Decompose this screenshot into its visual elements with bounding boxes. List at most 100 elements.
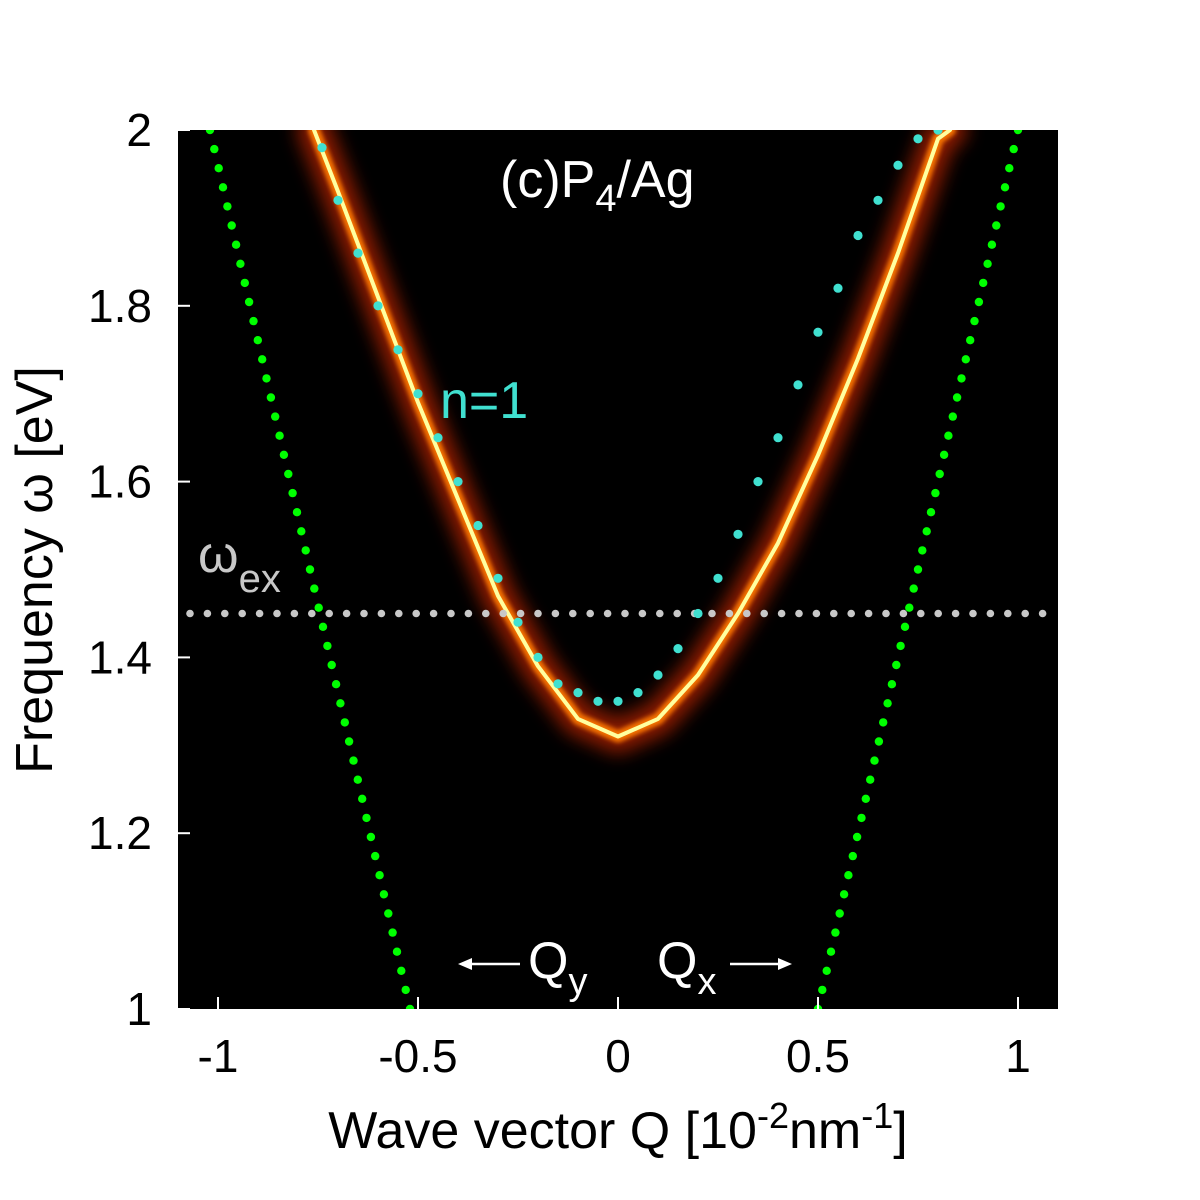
light-line-point xyxy=(844,871,853,880)
n1-point xyxy=(753,477,763,487)
light-line-point xyxy=(983,259,992,268)
exciton-line-point xyxy=(325,609,334,618)
n1-point xyxy=(553,679,563,689)
light-line-point xyxy=(905,603,914,612)
light-line-point xyxy=(336,699,345,708)
exciton-line-point xyxy=(603,609,612,618)
qx-label-sub: x xyxy=(697,961,716,1003)
exciton-line-point xyxy=(273,609,281,618)
exciton-line-point xyxy=(360,609,368,618)
exciton-line-point xyxy=(1004,609,1012,618)
light-line-point xyxy=(301,546,310,555)
light-line-point xyxy=(957,374,966,383)
exciton-line-point xyxy=(342,609,351,618)
light-line-point xyxy=(292,508,302,517)
light-line-point xyxy=(214,164,223,173)
light-line-point xyxy=(909,584,918,593)
spectral-band xyxy=(297,130,967,754)
light-line-point xyxy=(839,890,849,899)
x-tick-label: 0 xyxy=(605,1030,631,1082)
x-axis-title-mid: nm xyxy=(789,1102,861,1160)
exciton-line-point xyxy=(638,609,647,618)
n1-point xyxy=(933,130,943,135)
exciton-line-point xyxy=(673,609,681,618)
light-line-point xyxy=(818,985,827,995)
light-line-point xyxy=(826,947,836,956)
light-line-point xyxy=(883,699,892,708)
n1-point xyxy=(473,520,483,531)
x-tick-label: -0.5 xyxy=(378,1030,457,1082)
exciton-line-point xyxy=(951,609,960,618)
light-line-point xyxy=(1000,183,1010,192)
light-line-point xyxy=(253,336,262,345)
light-line-point xyxy=(227,221,236,230)
light-line-point xyxy=(835,909,844,918)
n1-point xyxy=(693,608,703,619)
series-label-n1: n=1 xyxy=(440,372,528,430)
light-line-point xyxy=(392,947,402,956)
exciton-line-point xyxy=(1038,609,1047,618)
n1-point xyxy=(573,688,583,698)
n1-point xyxy=(633,688,643,698)
light-line-point xyxy=(258,355,267,364)
exciton-line-point xyxy=(395,609,403,618)
light-line-point xyxy=(240,278,249,288)
exciton-label: ωex xyxy=(198,526,281,601)
exciton-line-point xyxy=(656,609,664,618)
light-line-point xyxy=(922,527,931,536)
qx-label: Qx xyxy=(657,932,716,1003)
light-line-point xyxy=(236,259,245,268)
exciton-label-main: ω xyxy=(198,526,239,584)
exciton-line-point xyxy=(221,609,229,618)
exciton-line-point xyxy=(429,609,438,618)
exciton-line-point xyxy=(586,609,594,618)
n1-point xyxy=(513,617,523,627)
chart-title-suffix: /Ag xyxy=(616,151,694,209)
light-line-point xyxy=(970,316,979,326)
n1-point xyxy=(493,573,503,583)
light-line-point xyxy=(314,603,323,612)
exciton-line-point xyxy=(447,609,455,618)
light-line-point xyxy=(948,412,957,421)
n1-point xyxy=(613,696,623,706)
light-line-point xyxy=(331,680,341,689)
light-line-point xyxy=(401,985,410,995)
light-line-point xyxy=(249,316,258,326)
qx-arrow-head xyxy=(778,958,792,970)
light-line-point xyxy=(887,680,897,689)
n1-point xyxy=(333,195,343,205)
light-line-point xyxy=(344,737,354,746)
chart-title-sub: 4 xyxy=(595,178,616,220)
exciton-line-point xyxy=(986,609,995,618)
light-line-x xyxy=(813,130,1023,1009)
x-axis-title-suffix: ] xyxy=(893,1102,907,1160)
n1-point xyxy=(533,652,543,663)
exciton-line-point xyxy=(464,609,473,618)
light-line-point xyxy=(931,488,940,498)
light-line-point xyxy=(866,775,875,784)
light-line-point xyxy=(318,622,328,631)
y-tick-label: 1 xyxy=(126,983,152,1035)
n1-point xyxy=(317,143,327,153)
light-line-point xyxy=(288,488,297,498)
exciton-line-point xyxy=(516,609,525,618)
n1-point xyxy=(853,230,863,241)
exciton-line-point xyxy=(290,609,299,618)
n1-point xyxy=(773,433,783,443)
x-tick-label: 0.5 xyxy=(786,1030,850,1082)
light-line-point xyxy=(1005,164,1014,173)
light-line-point xyxy=(992,221,1001,230)
light-line-point xyxy=(349,756,358,765)
qy-label-sub: y xyxy=(568,961,587,1003)
exciton-line-point xyxy=(377,609,386,618)
qy-label-main: Q xyxy=(528,932,568,990)
n1-point xyxy=(393,345,403,355)
light-line-point xyxy=(218,183,228,192)
y-tick-label: 2 xyxy=(126,104,152,156)
light-line-point xyxy=(952,393,962,402)
light-line-point xyxy=(388,928,397,937)
n1-point xyxy=(653,670,663,680)
exciton-line-point xyxy=(917,609,925,618)
light-line-point xyxy=(371,851,380,861)
